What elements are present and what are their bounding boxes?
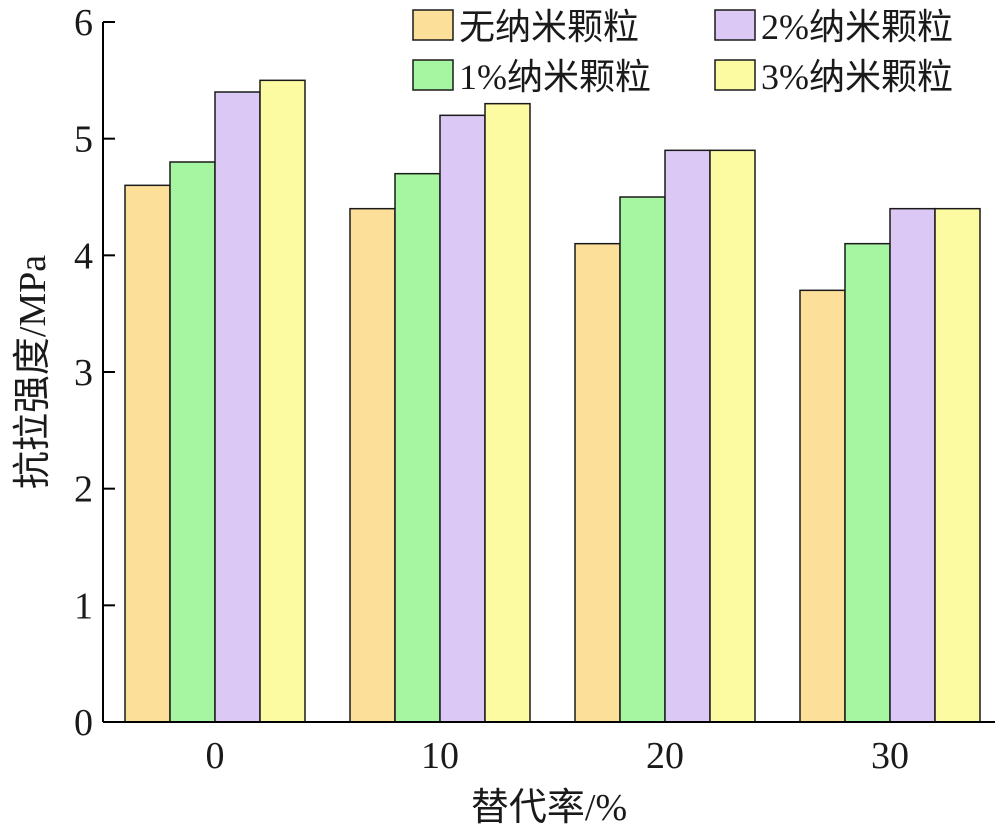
bar-0-series-3 — [214, 91, 261, 723]
y-tick-label: 4 — [74, 235, 93, 277]
legend-label: 2%纳米颗粒 — [761, 7, 953, 47]
y-axis-title: 抗拉强度/MPa — [12, 255, 54, 489]
x-ticks-group: 0 10 20 30 — [206, 735, 910, 777]
x-axis-title: 替代率/% — [471, 787, 627, 829]
bar-10-series-4 — [484, 102, 531, 723]
y-tick-label: 2 — [74, 469, 93, 511]
x-tick-label: 0 — [206, 735, 225, 777]
legend-swatch — [412, 59, 454, 91]
legend-swatch — [714, 9, 756, 41]
y-tick-label: 0 — [74, 702, 93, 744]
legend-label: 无纳米颗粒 — [459, 7, 639, 47]
bar-30-series-1 — [799, 289, 846, 723]
legend-label: 3%纳米颗粒 — [761, 57, 953, 97]
bar-20-series-2 — [619, 196, 666, 723]
y-tick-label: 1 — [74, 585, 93, 627]
bar-0-series-4 — [259, 79, 306, 723]
bar-20-series-3 — [664, 149, 711, 723]
bar-30-series-4 — [934, 207, 981, 723]
legend: 无纳米颗粒 1%纳米颗粒 2%纳米颗粒 3%纳米颗粒 — [412, 7, 953, 97]
bar-10-series-1 — [349, 207, 396, 723]
x-tick-label: 30 — [871, 735, 909, 777]
bar-0-series-1 — [124, 184, 171, 723]
y-ticks-group: 0 1 2 3 4 5 6 — [74, 2, 115, 744]
y-tick-label: 3 — [74, 352, 93, 394]
legend-swatch — [412, 9, 454, 41]
y-tick-label: 5 — [74, 119, 93, 161]
bar-30-series-3 — [889, 207, 936, 723]
x-tick-label: 10 — [421, 735, 459, 777]
y-tick-label: 6 — [74, 2, 93, 44]
legend-swatch — [714, 59, 756, 91]
bar-20-series-1 — [574, 242, 621, 723]
legend-label: 1%纳米颗粒 — [459, 57, 651, 97]
bar-20-series-4 — [709, 149, 756, 723]
bars-group — [124, 79, 981, 723]
x-tick-label: 20 — [646, 735, 684, 777]
bar-10-series-3 — [439, 114, 486, 723]
bar-10-series-2 — [394, 172, 441, 723]
bar-0-series-2 — [169, 161, 216, 723]
bar-30-series-2 — [844, 242, 891, 723]
